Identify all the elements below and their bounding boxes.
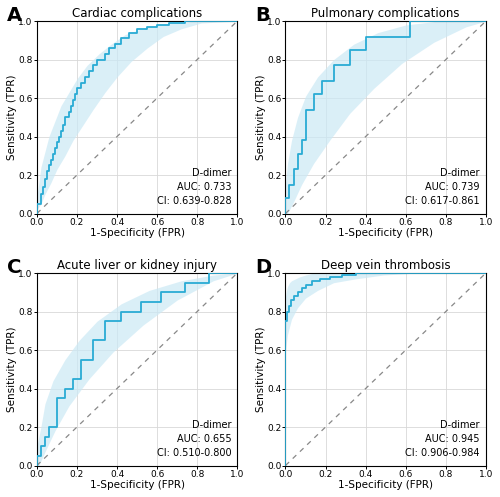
Text: B: B [256, 6, 270, 25]
Title: Acute liver or kidney injury: Acute liver or kidney injury [57, 259, 217, 272]
Y-axis label: Sensitivity (TPR): Sensitivity (TPR) [256, 75, 266, 160]
Title: Pulmonary complications: Pulmonary complications [312, 7, 460, 20]
X-axis label: 1-Specificity (FPR): 1-Specificity (FPR) [90, 480, 184, 490]
X-axis label: 1-Specificity (FPR): 1-Specificity (FPR) [90, 228, 184, 238]
Text: C: C [7, 257, 21, 277]
Title: Deep vein thrombosis: Deep vein thrombosis [321, 259, 450, 272]
Text: D: D [256, 257, 272, 277]
Y-axis label: Sensitivity (TPR): Sensitivity (TPR) [7, 75, 17, 160]
Text: D-dimer
AUC: 0.733
CI: 0.639-0.828: D-dimer AUC: 0.733 CI: 0.639-0.828 [156, 168, 231, 206]
Text: A: A [7, 6, 22, 25]
X-axis label: 1-Specificity (FPR): 1-Specificity (FPR) [338, 480, 433, 490]
Y-axis label: Sensitivity (TPR): Sensitivity (TPR) [256, 327, 266, 412]
Text: D-dimer
AUC: 0.945
CI: 0.906-0.984: D-dimer AUC: 0.945 CI: 0.906-0.984 [406, 420, 480, 458]
Title: Cardiac complications: Cardiac complications [72, 7, 202, 20]
X-axis label: 1-Specificity (FPR): 1-Specificity (FPR) [338, 228, 433, 238]
Y-axis label: Sensitivity (TPR): Sensitivity (TPR) [7, 327, 17, 412]
Text: D-dimer
AUC: 0.739
CI: 0.617-0.861: D-dimer AUC: 0.739 CI: 0.617-0.861 [405, 168, 480, 206]
Text: D-dimer
AUC: 0.655
CI: 0.510-0.800: D-dimer AUC: 0.655 CI: 0.510-0.800 [156, 420, 231, 458]
